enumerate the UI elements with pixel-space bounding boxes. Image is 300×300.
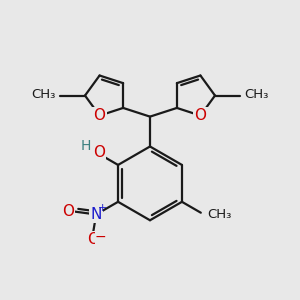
Text: CH₃: CH₃ bbox=[207, 208, 232, 221]
Text: O: O bbox=[93, 145, 105, 160]
Text: H: H bbox=[80, 139, 91, 153]
Text: CH₃: CH₃ bbox=[31, 88, 56, 100]
Text: O: O bbox=[87, 232, 99, 247]
Text: −: − bbox=[94, 230, 106, 244]
Text: O: O bbox=[62, 204, 74, 219]
Text: N: N bbox=[91, 207, 102, 222]
Text: O: O bbox=[94, 108, 106, 123]
Text: CH₃: CH₃ bbox=[244, 88, 269, 100]
Text: +: + bbox=[98, 203, 107, 214]
Text: O: O bbox=[194, 108, 206, 123]
